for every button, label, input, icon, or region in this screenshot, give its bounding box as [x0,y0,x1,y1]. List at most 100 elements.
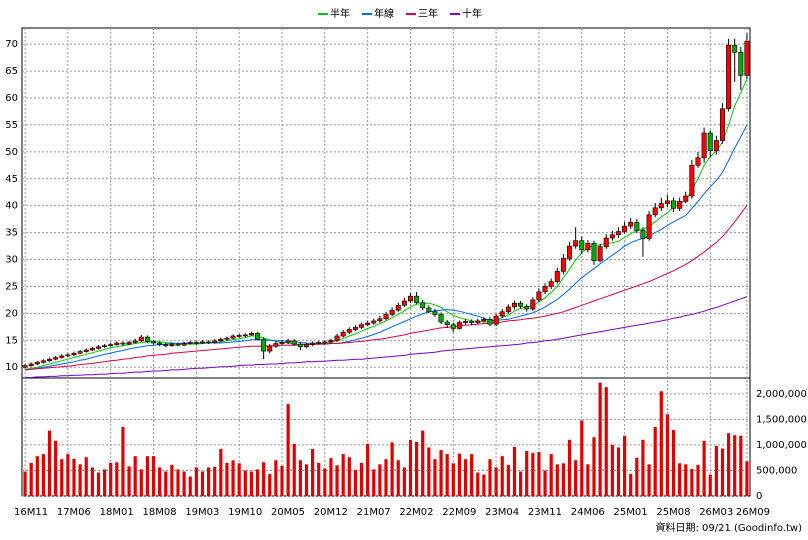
candle-body [585,243,591,251]
candle-body [279,342,285,344]
candle-body [677,201,683,209]
volume-bar [678,463,682,496]
candle-body [273,343,279,347]
volume-bar [745,461,749,496]
volume-bar [500,456,504,496]
volume-bar [555,464,559,496]
volume-bar [671,430,676,496]
volume-bar [714,445,718,496]
candle-body [719,108,725,141]
candle-body [322,341,328,344]
volume-bar [708,474,712,496]
x-tick-label: 17M06 [57,507,91,518]
volume-bar [720,448,725,496]
y-tick-label: 20 [5,308,18,319]
candle-body [59,355,65,358]
candle-body [340,331,346,337]
volume-bar [684,464,688,496]
candle-body [579,240,585,251]
candle-body [267,345,273,352]
candle-body [157,342,163,345]
candle-body [487,319,493,325]
candle-body [365,322,371,325]
candle-body [310,342,316,345]
candle-body [346,329,352,333]
volume-bar [23,471,27,496]
candle-body [389,309,395,315]
volume-bar [359,462,364,496]
volume-bar [133,456,137,496]
volume-bar [543,470,547,496]
volume-bar [96,472,101,496]
candle-body [371,320,377,324]
y2-tick-label: 1,000,000 [756,440,807,451]
volume-bar [206,467,211,496]
candle-body [511,302,517,308]
candle-body [328,340,334,343]
volume-bar [372,469,376,496]
candle-body [114,342,120,345]
candle-body [316,342,322,344]
candle-body [536,291,542,301]
x-tick-label: 18M01 [100,507,134,518]
volume-bar [610,444,614,496]
candle-body [591,243,597,261]
legend-label: 半年 [330,7,350,20]
volume-bar [574,460,578,496]
volume-bar [35,456,39,496]
legend-label: 年線 [374,7,394,20]
candle-body [420,302,426,309]
volume-bar [304,464,309,496]
x-tick-label: 23M04 [485,507,519,518]
candle-body [255,333,261,340]
volume-bar [188,476,192,496]
y-tick-label: 15 [5,335,18,346]
volume-bar [457,453,462,496]
volume-bar [598,382,602,496]
volume-bar [60,459,64,496]
volume-bar [586,464,590,496]
candle-body [83,349,89,352]
volume-bar [366,443,370,496]
candle-body [65,354,71,357]
volume-bar [647,464,651,496]
volume-bar [445,454,449,496]
volume-bar [690,468,694,496]
candle-body [102,345,108,348]
volume-bar [194,467,198,496]
volume-bar [653,427,657,496]
candle-body [444,321,450,325]
footer: 資料日期: 09/21 (Goodinfo.tw) [655,521,802,534]
candle-body [456,322,462,329]
candle-body [199,341,205,344]
volume-bar [635,457,639,496]
candle-body [175,343,181,346]
candle-body [603,237,609,247]
volume-bar [335,465,339,496]
candle-body [236,335,242,337]
x-tick-label: 25M01 [614,507,648,518]
y-tick-label: 45 [5,174,18,185]
volume-bar [531,453,535,496]
volume-bar [158,467,162,496]
candle-body [95,346,101,349]
volume-bar [249,471,254,496]
volume-bar [243,470,247,496]
candle-body [475,320,481,323]
candle-body [701,132,707,159]
volume-bar [659,391,663,496]
candle-body [297,343,303,348]
candle-body [261,338,267,352]
candle-body [548,281,554,287]
y-tick-label: 65 [5,66,18,77]
volume-bar [225,462,229,496]
x-tick-label: 19M10 [228,507,262,518]
volume-bar [200,471,205,496]
volume-bar [182,471,186,496]
legend-label: 十年 [462,7,482,20]
candle-body [726,44,732,110]
x-tick-label: 20M12 [314,507,348,518]
volume-bar [580,420,584,496]
plot-frame [21,27,751,497]
y-tick-label: 70 [5,39,18,50]
